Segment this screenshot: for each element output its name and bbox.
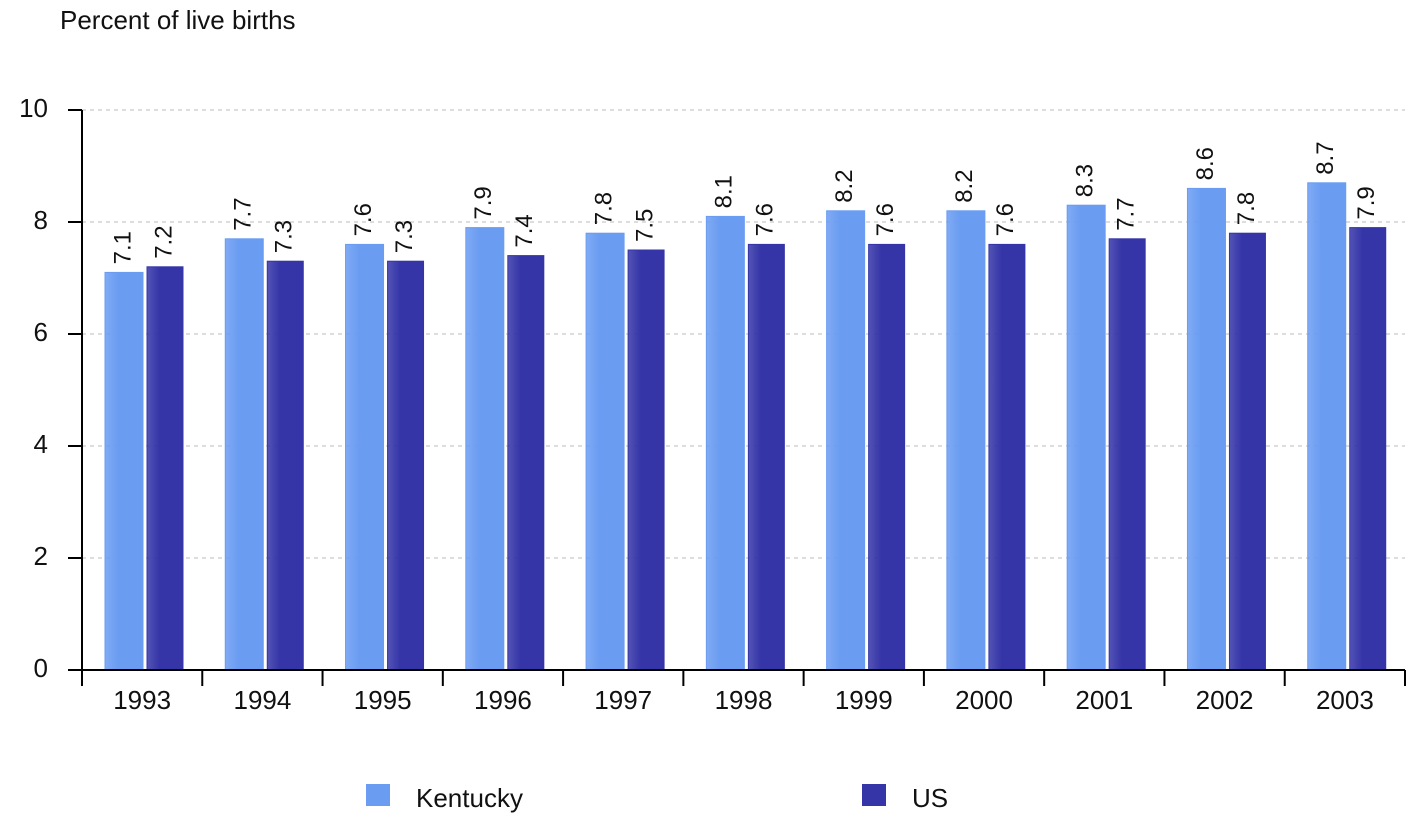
y-tick-label: 2 <box>34 541 48 571</box>
bar <box>1349 227 1387 671</box>
value-label: 7.5 <box>631 209 658 242</box>
x-tick-label: 1993 <box>113 685 171 715</box>
x-tick-label: 1995 <box>354 685 412 715</box>
value-label: 7.6 <box>992 203 1019 236</box>
value-label: 7.3 <box>391 220 418 253</box>
y-tick-label: 10 <box>19 93 48 123</box>
x-tick-label: 2002 <box>1196 685 1254 715</box>
value-label: 7.7 <box>1113 197 1140 230</box>
bar <box>104 271 144 671</box>
bar <box>946 210 986 671</box>
bar <box>868 243 906 671</box>
value-label: 7.4 <box>511 214 538 247</box>
x-tick-label: 1997 <box>594 685 652 715</box>
bar <box>747 243 785 671</box>
bar <box>585 232 625 671</box>
legend-swatch <box>862 784 886 806</box>
value-label: 8.1 <box>711 175 738 208</box>
bar <box>1108 238 1146 671</box>
x-tick-label: 2003 <box>1316 685 1374 715</box>
bar <box>1066 204 1106 671</box>
x-tick-label: 1999 <box>835 685 893 715</box>
bar <box>627 249 665 671</box>
value-label: 8.6 <box>1192 147 1219 180</box>
bar <box>224 238 264 671</box>
bar <box>1186 187 1226 671</box>
bar <box>826 210 866 671</box>
bar <box>1228 232 1266 671</box>
bar <box>465 227 505 671</box>
value-label: 7.8 <box>1233 192 1260 225</box>
x-tick-label: 1996 <box>474 685 532 715</box>
bar <box>705 215 745 671</box>
y-tick-label: 6 <box>34 317 48 347</box>
legend-label: Kentucky <box>416 783 523 813</box>
bar <box>266 260 304 671</box>
value-label: 7.7 <box>230 197 257 230</box>
legend-swatch <box>366 784 390 806</box>
value-label: 7.2 <box>150 225 177 258</box>
bar <box>146 266 184 671</box>
y-tick-label: 8 <box>34 205 48 235</box>
value-label: 7.9 <box>470 186 497 219</box>
value-label: 8.3 <box>1072 164 1099 197</box>
chart-title: Percent of live births <box>60 5 296 35</box>
value-label: 7.1 <box>109 231 136 264</box>
x-tick-label: 1994 <box>233 685 291 715</box>
value-label: 7.6 <box>872 203 899 236</box>
legend-label: US <box>912 783 948 813</box>
value-label: 7.6 <box>350 203 377 236</box>
bar <box>387 260 425 671</box>
value-label: 7.9 <box>1353 186 1380 219</box>
y-tick-label: 4 <box>34 429 48 459</box>
value-label: 8.2 <box>831 169 858 202</box>
value-label: 8.7 <box>1312 141 1339 174</box>
bar <box>507 255 545 671</box>
value-label: 7.8 <box>590 192 617 225</box>
y-tick-label: 0 <box>34 653 48 683</box>
x-tick-label: 2000 <box>955 685 1013 715</box>
x-tick-label: 2001 <box>1075 685 1133 715</box>
bar <box>345 243 385 671</box>
value-label: 7.3 <box>271 220 298 253</box>
bar <box>988 243 1026 671</box>
value-label: 7.6 <box>752 203 779 236</box>
bar <box>1307 182 1347 671</box>
x-tick-label: 1998 <box>715 685 773 715</box>
value-label: 8.2 <box>951 169 978 202</box>
